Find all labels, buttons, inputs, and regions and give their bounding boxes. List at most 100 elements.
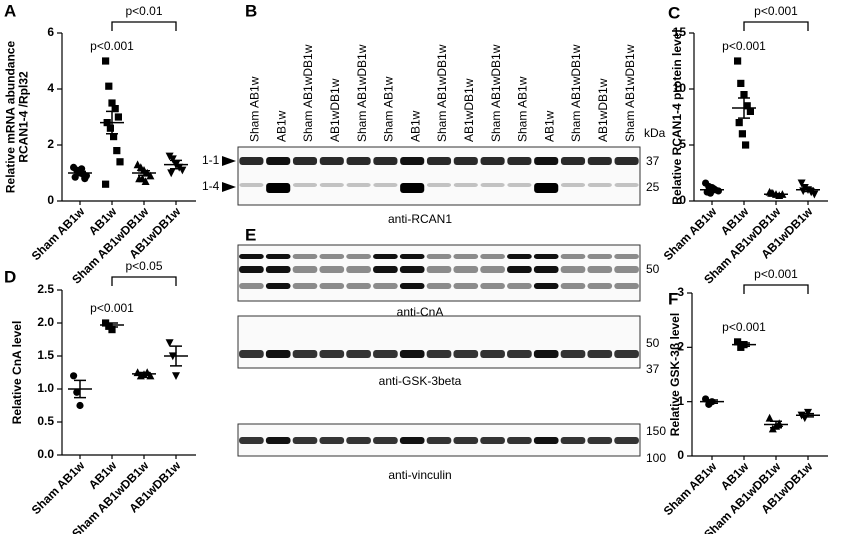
band: [373, 183, 398, 187]
data-point: [743, 102, 751, 110]
panel-label: D: [4, 267, 16, 286]
band: [292, 283, 318, 289]
y-axis-label: Relative RCAN1-4 protein level: [670, 29, 684, 204]
band: [292, 350, 318, 358]
y-tick-label: 1.5: [37, 348, 54, 362]
band: [373, 157, 398, 165]
band: [399, 266, 425, 273]
mw-marker: 100: [646, 451, 666, 465]
band: [346, 183, 371, 187]
significance-bracket: [743, 284, 809, 294]
band: [426, 266, 452, 273]
band: [426, 157, 452, 165]
band: [507, 254, 532, 259]
band: [587, 266, 613, 273]
lane-label: AB1w: [408, 110, 422, 142]
data-point: [746, 107, 754, 115]
band: [507, 283, 532, 289]
arrow: [222, 156, 236, 166]
lane-label: AB1wDB1w: [462, 78, 476, 142]
data-point: [165, 339, 174, 347]
band: [507, 183, 532, 187]
band: [373, 437, 398, 444]
data-point: [105, 82, 113, 90]
band: [453, 350, 479, 358]
error-bar: [802, 412, 814, 418]
band: [373, 266, 398, 273]
band: [399, 437, 425, 444]
y-tick-label: 2: [47, 137, 54, 151]
panel-label: F: [668, 289, 678, 308]
antibody-label: anti-vinculin: [388, 468, 451, 482]
band: [265, 283, 291, 289]
p-value: p<0.001: [90, 39, 134, 53]
band: [319, 183, 344, 187]
band: [399, 283, 425, 289]
band: [292, 157, 318, 165]
band: [560, 266, 586, 273]
band: [480, 266, 505, 273]
y-tick-label: 5: [679, 137, 686, 151]
band: [399, 254, 425, 259]
lane-label: Sham AB1wDB1w: [355, 44, 369, 142]
band: [346, 266, 371, 273]
band: [265, 350, 291, 358]
error-bar: [74, 170, 86, 176]
band: [239, 437, 264, 444]
band: [560, 350, 586, 358]
error-bar: [138, 371, 150, 376]
p-value: p<0.01: [125, 4, 162, 18]
y-axis-label: Relative GSK-3β level: [668, 313, 682, 436]
mw-marker: 25: [646, 180, 660, 194]
panel-label: C: [668, 3, 680, 22]
band: [533, 283, 559, 289]
band: [373, 283, 398, 289]
data-point: [172, 372, 180, 380]
data-point: [734, 338, 742, 346]
band: [533, 437, 559, 444]
band: [614, 157, 639, 165]
band: [400, 183, 425, 193]
lane-label: AB1w: [274, 110, 288, 142]
lane-label: Sham AB1wDB1w: [569, 44, 583, 142]
data-point: [738, 130, 746, 138]
band: [346, 350, 371, 358]
data-point: [797, 179, 806, 188]
band: [533, 266, 559, 273]
band: [453, 266, 479, 273]
band: [346, 157, 371, 165]
band: [426, 283, 452, 289]
error-bar: [802, 187, 814, 193]
band: [453, 157, 478, 165]
y-axis-label: RCAN1-4 /Rpl32: [17, 71, 31, 163]
band-label: 1-1: [202, 153, 220, 167]
band: [587, 254, 613, 259]
panel-label: A: [4, 1, 16, 20]
data-point: [102, 57, 110, 65]
data-point: [70, 372, 78, 380]
band: [400, 157, 425, 165]
band: [587, 283, 613, 289]
y-axis-label: Relative mRNA abundance: [4, 41, 18, 194]
band: [587, 183, 612, 187]
lane-label: Sham AB1wDB1w: [489, 44, 503, 142]
band: [239, 183, 264, 187]
band: [265, 254, 291, 259]
data-point: [146, 171, 155, 180]
y-tick-label: 1.0: [37, 381, 54, 395]
error-bar: [770, 192, 782, 196]
p-value: p<0.001: [722, 39, 766, 53]
band: [614, 183, 639, 187]
band: [239, 350, 264, 358]
data-point: [742, 141, 750, 149]
antibody-label: anti-RCAN1: [388, 212, 452, 226]
band: [614, 283, 639, 289]
band: [346, 437, 371, 444]
y-tick-label: 2: [677, 340, 684, 354]
band: [319, 266, 345, 273]
significance-bracket: [111, 276, 177, 286]
band: [533, 254, 559, 259]
p-value: p<0.05: [125, 259, 162, 273]
data-point: [734, 57, 742, 65]
band: [560, 283, 586, 289]
